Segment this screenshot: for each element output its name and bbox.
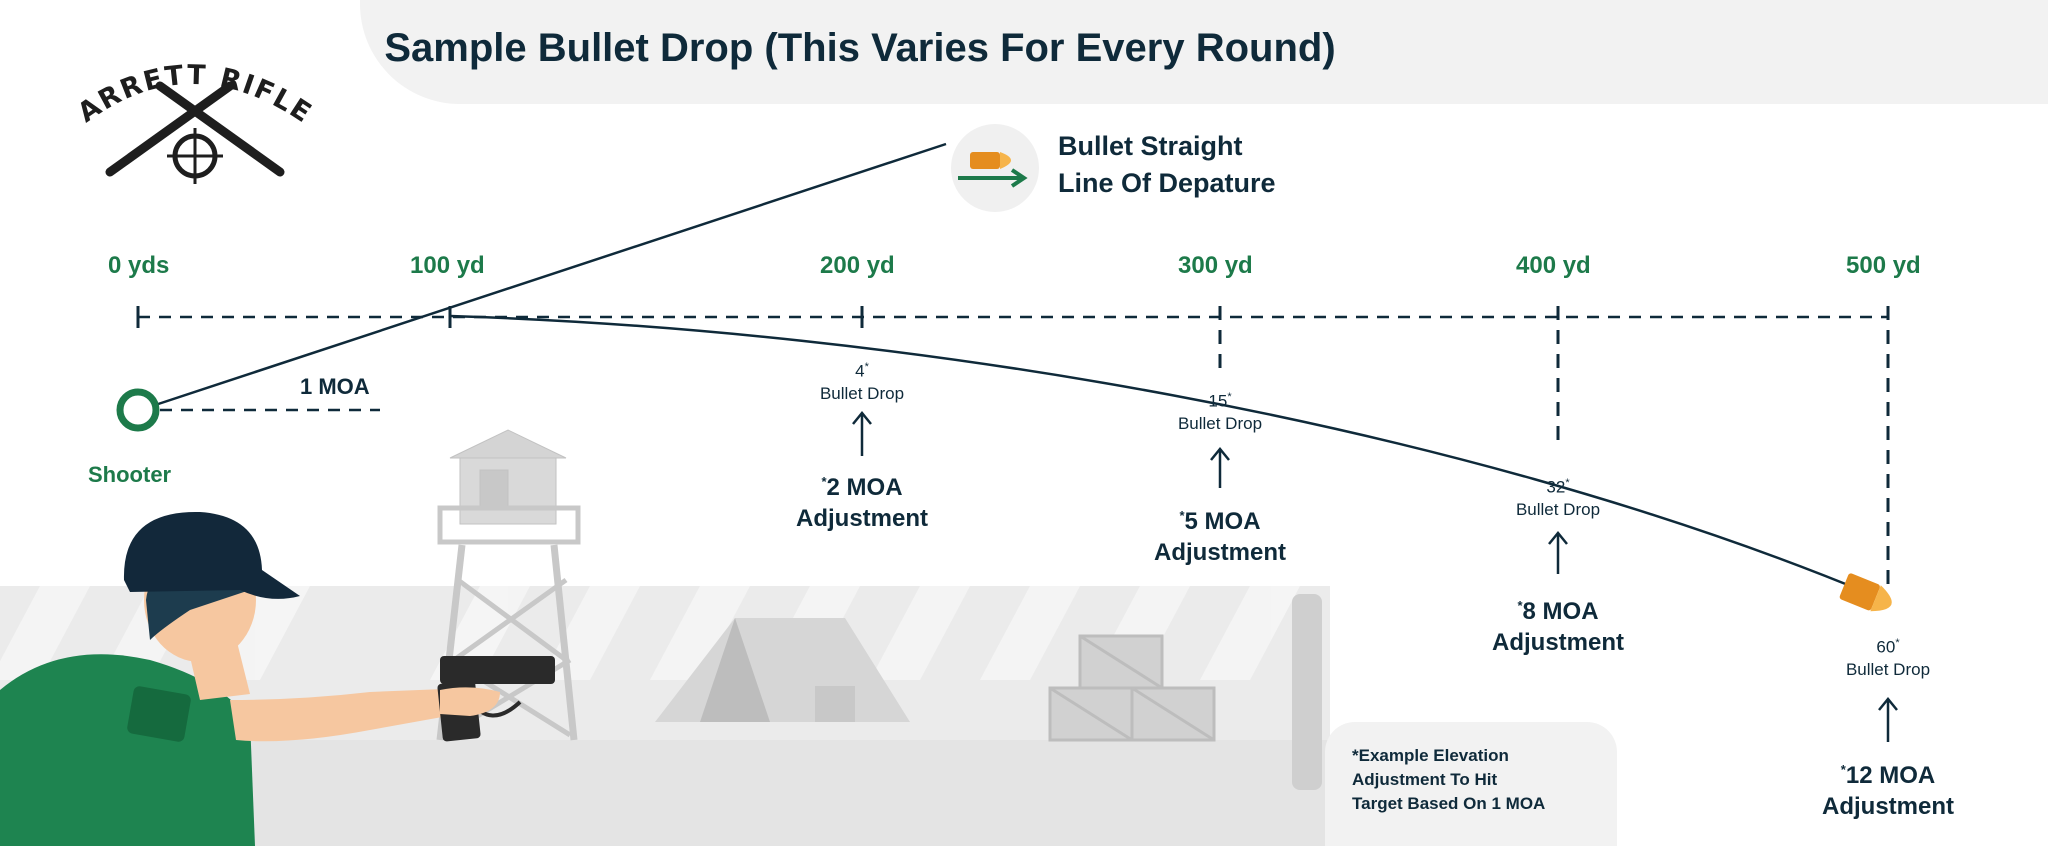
departure-line	[139, 142, 947, 412]
svg-text:BARRETT RIFLES: BARRETT RIFLES	[0, 0, 318, 130]
adjustment-label-400: *8 MOA Adjustment	[1492, 598, 1624, 656]
yard-label-300: 300 yd	[1178, 252, 1253, 279]
shooter-illustration	[0, 511, 555, 846]
yard-label-200: 200 yd	[820, 252, 895, 279]
footnote-box	[1325, 722, 1617, 846]
shooter-marker	[116, 388, 160, 432]
departure-label: Bullet Straight Line Of Depature	[1058, 128, 1276, 202]
title-band	[360, 0, 2048, 104]
drop-guides	[1218, 306, 1890, 590]
drop-label-400: 32* Bullet Drop	[1515, 477, 1601, 519]
arrow-up-icon	[1210, 447, 1230, 488]
trajectory-curve	[449, 314, 1871, 596]
logo-text: BARRETT RIFLES	[0, 0, 316, 130]
adjustment-label-200: *2 MOA Adjustment	[796, 474, 928, 532]
crates-illustration	[1048, 634, 1216, 742]
yard-label-0: 0 yds	[108, 252, 170, 279]
arrow-up-icon	[1548, 531, 1568, 574]
bullet-icon	[1839, 573, 1892, 612]
arrow-up-icon	[1878, 697, 1898, 742]
yard-label-400: 400 yd	[1516, 252, 1591, 279]
barrett-rifles-logo: BARRETT RIFLES	[0, 0, 318, 184]
arrow-up-icon	[852, 411, 872, 456]
one-moa-label: 1 MOA	[300, 374, 370, 399]
yard-label-100: 100 yd	[410, 252, 485, 279]
adjustment-label-500: *12 MOA Adjustment	[1822, 762, 1954, 820]
footnote: *Example Elevation Adjustment To Hit Tar…	[1352, 746, 1546, 813]
page-title: Sample Bullet Drop (This Varies For Ever…	[384, 26, 1336, 70]
drop-label-300: 15* Bullet Drop	[1177, 391, 1263, 433]
drop-arrows	[852, 411, 1898, 742]
drop-label-500: 60* Bullet Drop	[1845, 637, 1931, 679]
departure-label-line1: Bullet Straight	[1058, 131, 1243, 161]
adjustment-label-300: *5 MOA Adjustment	[1154, 508, 1286, 566]
drop-label-200: 4* Bullet Drop	[819, 361, 905, 403]
yard-label-500: 500 yd	[1846, 252, 1921, 279]
departure-label-line2: Line Of Depature	[1058, 168, 1276, 198]
departure-bullet-bubble	[951, 124, 1039, 212]
shooter-label: Shooter	[88, 462, 172, 487]
tent-illustration	[655, 618, 910, 722]
